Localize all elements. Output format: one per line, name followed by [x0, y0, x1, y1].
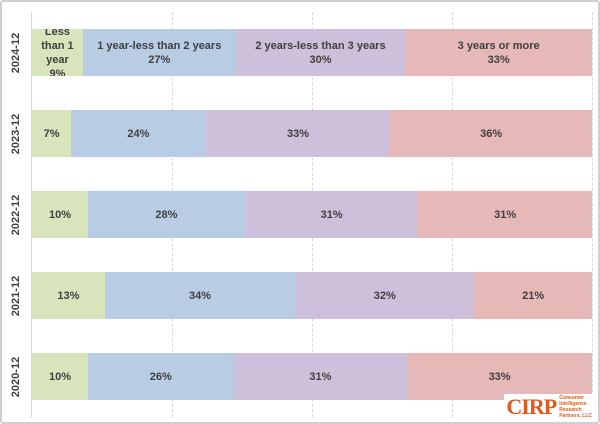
cirp-logo-line: Research	[559, 407, 582, 413]
cirp-logo-line: Partners, LLC	[559, 413, 592, 419]
segment-1-year-less-than-2-years: 28%	[88, 191, 245, 238]
segment-value-label: 10%	[48, 208, 72, 221]
segment-value-label: 7%	[43, 127, 60, 140]
segment-value-label: 33%	[488, 370, 511, 383]
stacked-bar: Less than 1 year 9% 1 year-less than 2 yea…	[32, 29, 592, 76]
segment-value-label: 33%	[487, 53, 510, 66]
cirp-logo-subtext: Consumer Intelligence Research Partners, LL…	[559, 395, 592, 419]
segment-3-years-or-more: 3 years or more 33%	[405, 29, 592, 76]
segment-value-label: 34%	[188, 289, 211, 302]
segment-value-label: 27%	[148, 53, 171, 66]
segment-value-label: 33%	[286, 127, 309, 140]
segment-1-year-less-than-2-years: 1 year-less than 2 years 27%	[82, 29, 236, 76]
stacked-bar: 10% 26% 31% 33%	[32, 353, 592, 400]
segment-1-year-less-than-2-years: 34%	[104, 272, 296, 319]
stacked-bar: 10% 28% 31% 31%	[32, 191, 592, 238]
bar-row-2020-12: 10% 26% 31% 33%	[32, 336, 592, 417]
segment-value-label: 10%	[48, 370, 72, 383]
segment-category-label: 3 years or more	[457, 39, 540, 52]
segment-3-years-or-more: 31%	[418, 191, 592, 238]
segment-1-year-less-than-2-years: 26%	[88, 353, 234, 400]
segment-2-years-less-than-3-years: 31%	[244, 191, 419, 238]
segment-value-label: 24%	[127, 127, 150, 140]
bar-row-2024-12: Less than 1 year 9% 1 year-less than 2 yea…	[32, 12, 592, 93]
segment-value-label: 30%	[309, 53, 332, 66]
cirp-logo-line: Intelligence	[559, 401, 587, 407]
cirp-logo: CIRP Consumer Intelligence Research Partner…	[504, 394, 594, 420]
segment-value-label: 9%	[49, 67, 66, 77]
bar-row-2023-12: 7% 24% 33% 36%	[32, 93, 592, 174]
segment-2-years-less-than-3-years: 2 years-less than 3 years 30%	[235, 29, 406, 76]
segment-less-than-1-year: 10%	[32, 191, 88, 238]
y-axis-label-2022-12: 2022-12	[10, 194, 22, 235]
segment-2-years-less-than-3-years: 33%	[205, 110, 391, 157]
plot-area: Less than 1 year 9% 1 year-less than 2 yea…	[31, 12, 593, 417]
segment-value-label: 31%	[494, 208, 517, 221]
segment-3-years-or-more: 21%	[474, 272, 592, 319]
segment-3-years-or-more: 33%	[407, 353, 592, 400]
segment-value-label: 31%	[320, 208, 343, 221]
segment-value-label: 36%	[480, 127, 503, 140]
segment-value-label: 31%	[309, 370, 332, 383]
segment-2-years-less-than-3-years: 31%	[233, 353, 408, 400]
segment-category-label: 2 years-less than 3 years	[255, 39, 386, 52]
stacked-bar: 13% 34% 32% 21%	[32, 272, 592, 319]
segment-value-label: 32%	[373, 289, 396, 302]
segment-less-than-1-year: 10%	[32, 353, 88, 400]
segment-value-label: 26%	[149, 370, 172, 383]
segment-less-than-1-year: Less than 1 year 9%	[32, 29, 83, 76]
gridline-100	[592, 12, 593, 417]
segment-value-label: 28%	[155, 208, 178, 221]
segment-category-label: 1 year-less than 2 years	[97, 39, 222, 52]
stacked-bar: 7% 24% 33% 36%	[32, 110, 592, 157]
segment-value-label: 21%	[522, 289, 545, 302]
segment-less-than-1-year: 7%	[32, 110, 72, 157]
segment-value-label: 13%	[57, 289, 80, 302]
y-axis-label-2021-12: 2021-12	[10, 275, 22, 316]
cirp-logo-mark: CIRP	[506, 394, 557, 419]
bar-row-2022-12: 10% 28% 31% 31%	[32, 174, 592, 255]
segment-category-label: Less than 1 year	[41, 29, 74, 66]
segment-less-than-1-year: 13%	[32, 272, 105, 319]
bar-row-2021-12: 13% 34% 32% 21%	[32, 255, 592, 336]
segment-3-years-or-more: 36%	[390, 110, 592, 157]
y-axis-label-2020-12: 2020-12	[10, 356, 22, 397]
segment-1-year-less-than-2-years: 24%	[71, 110, 206, 157]
y-axis-label-2023-12: 2023-12	[10, 113, 22, 154]
segment-2-years-less-than-3-years: 32%	[295, 272, 475, 319]
cirp-logo-line: Consumer	[559, 395, 584, 401]
y-axis-label-2024-12: 2024-12	[10, 32, 22, 73]
